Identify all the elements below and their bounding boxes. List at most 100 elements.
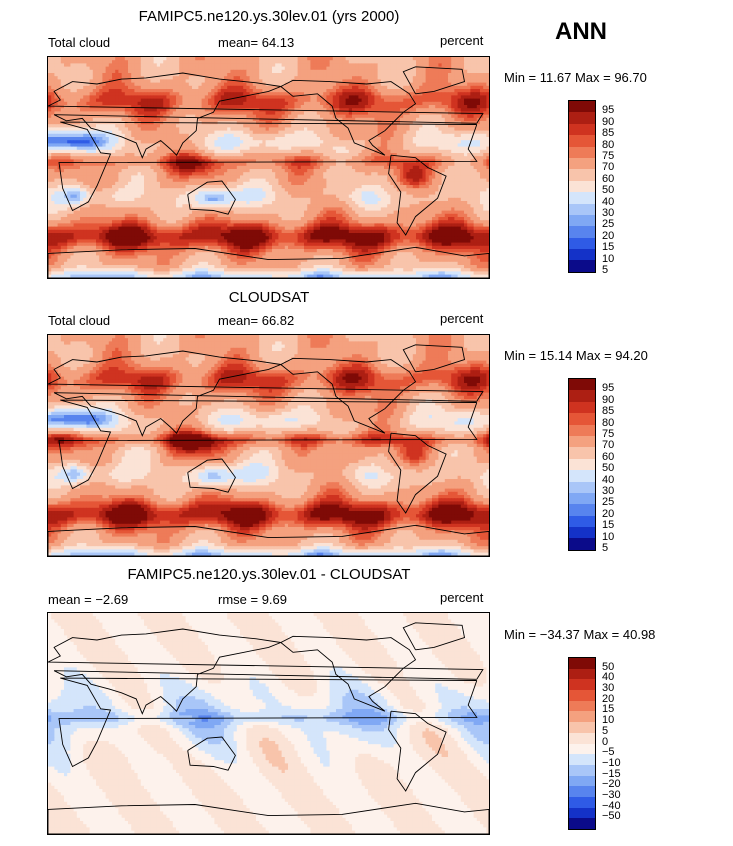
colorbar-swatch — [569, 700, 595, 712]
panel-2-title: CLOUDSAT — [48, 289, 490, 306]
colorbar-level-label: 90 — [602, 116, 614, 128]
season-label: ANN — [555, 18, 607, 46]
colorbar-swatch — [569, 679, 595, 691]
colorbar-level-label: 15 — [602, 519, 614, 531]
colorbar-level-label: −30 — [602, 789, 621, 801]
panel-1-variable-label: Total cloud — [48, 35, 110, 50]
colorbar-swatch — [569, 424, 595, 436]
panel-1-units-label: percent — [440, 33, 483, 48]
panel-1-min-max: Min = 11.67 Max = 96.70 — [504, 70, 647, 85]
colorbar-level-label: 40 — [602, 196, 614, 208]
colorbar-swatch — [569, 435, 595, 448]
colorbar-level-label: −40 — [602, 800, 621, 812]
colorbar-swatch — [569, 515, 595, 528]
colorbar-level-label: 75 — [602, 428, 614, 440]
panel-1-map — [47, 56, 490, 279]
colorbar-swatch — [569, 807, 595, 819]
colorbar-level-label: 30 — [602, 485, 614, 497]
cloud-field — [48, 57, 489, 278]
colorbar-level-label: 20 — [602, 693, 614, 705]
colorbar-level-label: 5 — [602, 725, 608, 737]
panel-1-colorbar-labels: 95 90 85 80 75 70 60 50 40 30 25 20 15 10 5 — [602, 100, 642, 276]
panel-2-min-max: Min = 15.14 Max = 94.20 — [504, 348, 648, 363]
colorbar-swatch — [569, 390, 595, 402]
colorbar-swatch — [569, 527, 595, 539]
colorbar-swatch — [569, 818, 595, 829]
colorbar-swatch — [569, 754, 595, 765]
colorbar-level-label: −10 — [602, 757, 621, 769]
colorbar-swatch — [569, 447, 595, 459]
colorbar-swatch — [569, 101, 595, 113]
coastlines — [48, 622, 489, 834]
colorbar-swatch — [569, 538, 595, 550]
panel-1-colorbar — [568, 100, 596, 273]
colorbar-swatch — [569, 169, 595, 181]
colorbar-swatch — [569, 722, 595, 733]
colorbar-level-label: 95 — [602, 382, 614, 394]
colorbar-swatch — [569, 786, 595, 797]
panel-3-units-label: percent — [440, 590, 483, 605]
colorbar-level-label: 70 — [602, 161, 614, 173]
colorbar-swatch — [569, 413, 595, 425]
colorbar-swatch — [569, 237, 595, 250]
panel-3-map — [47, 612, 490, 835]
colorbar-swatch — [569, 743, 595, 755]
colorbar-swatch — [569, 711, 595, 723]
colorbar-swatch — [569, 470, 595, 482]
colorbar-swatch — [569, 203, 595, 215]
colorbar-level-label: 95 — [602, 104, 614, 116]
colorbar-level-label: 60 — [602, 173, 614, 185]
colorbar-level-label: 80 — [602, 417, 614, 429]
colorbar-level-label: 50 — [602, 184, 614, 196]
coastlines — [48, 344, 489, 556]
colorbar-level-label: 25 — [602, 218, 614, 230]
colorbar-level-label: 15 — [602, 703, 614, 715]
colorbar-level-label: 0 — [602, 736, 608, 748]
colorbar-swatch — [569, 260, 595, 272]
colorbar-level-label: 20 — [602, 230, 614, 242]
coastlines — [48, 66, 489, 278]
colorbar-swatch — [569, 135, 595, 147]
colorbar-swatch — [569, 732, 595, 744]
colorbar-level-label: 15 — [602, 241, 614, 253]
colorbar-level-label: 40 — [602, 474, 614, 486]
colorbar-swatch — [569, 796, 595, 808]
colorbar-swatch — [569, 157, 595, 170]
colorbar-swatch — [569, 658, 595, 669]
colorbar-swatch — [569, 249, 595, 261]
colorbar-swatch — [569, 226, 595, 238]
panel-1-mean-label: mean= 64.13 — [218, 35, 294, 50]
colorbar-swatch — [569, 180, 595, 193]
panel-2-mean-label: mean= 66.82 — [218, 313, 294, 328]
colorbar-swatch — [569, 492, 595, 505]
colorbar-level-label: 30 — [602, 207, 614, 219]
colorbar-swatch — [569, 401, 595, 414]
colorbar-level-label: 10 — [602, 531, 614, 543]
colorbar-level-label: 60 — [602, 451, 614, 463]
colorbar-level-label: −15 — [602, 768, 621, 780]
colorbar-swatch — [569, 458, 595, 471]
colorbar-level-label: 70 — [602, 439, 614, 451]
colorbar-swatch — [569, 112, 595, 124]
colorbar-swatch — [569, 668, 595, 680]
panel-2-map — [47, 334, 490, 557]
colorbar-swatch — [569, 214, 595, 227]
colorbar-level-label: −20 — [602, 778, 621, 790]
colorbar-level-label: 50 — [602, 462, 614, 474]
colorbar-level-label: 30 — [602, 682, 614, 694]
panel-3-colorbar — [568, 657, 596, 830]
colorbar-level-label: 10 — [602, 714, 614, 726]
panel-2-units-label: percent — [440, 311, 483, 326]
colorbar-level-label: −50 — [602, 810, 621, 822]
panel-3-colorbar-labels: 50 40 30 20 15 10 5 0 −5 −10 −15 −20 −30 −40 −50 — [602, 657, 642, 830]
colorbar-level-label: 50 — [602, 661, 614, 673]
colorbar-swatch — [569, 379, 595, 391]
panel-2-colorbar — [568, 378, 596, 551]
colorbar-swatch — [569, 192, 595, 204]
colorbar-level-label: 90 — [602, 394, 614, 406]
colorbar-level-label: 85 — [602, 127, 614, 139]
panel-3-title: FAMIPC5.ne120.ys.30lev.01 - CLOUDSAT — [48, 566, 490, 583]
colorbar-swatch — [569, 775, 595, 787]
colorbar-level-label: 5 — [602, 542, 608, 554]
colorbar-level-label: 75 — [602, 150, 614, 162]
